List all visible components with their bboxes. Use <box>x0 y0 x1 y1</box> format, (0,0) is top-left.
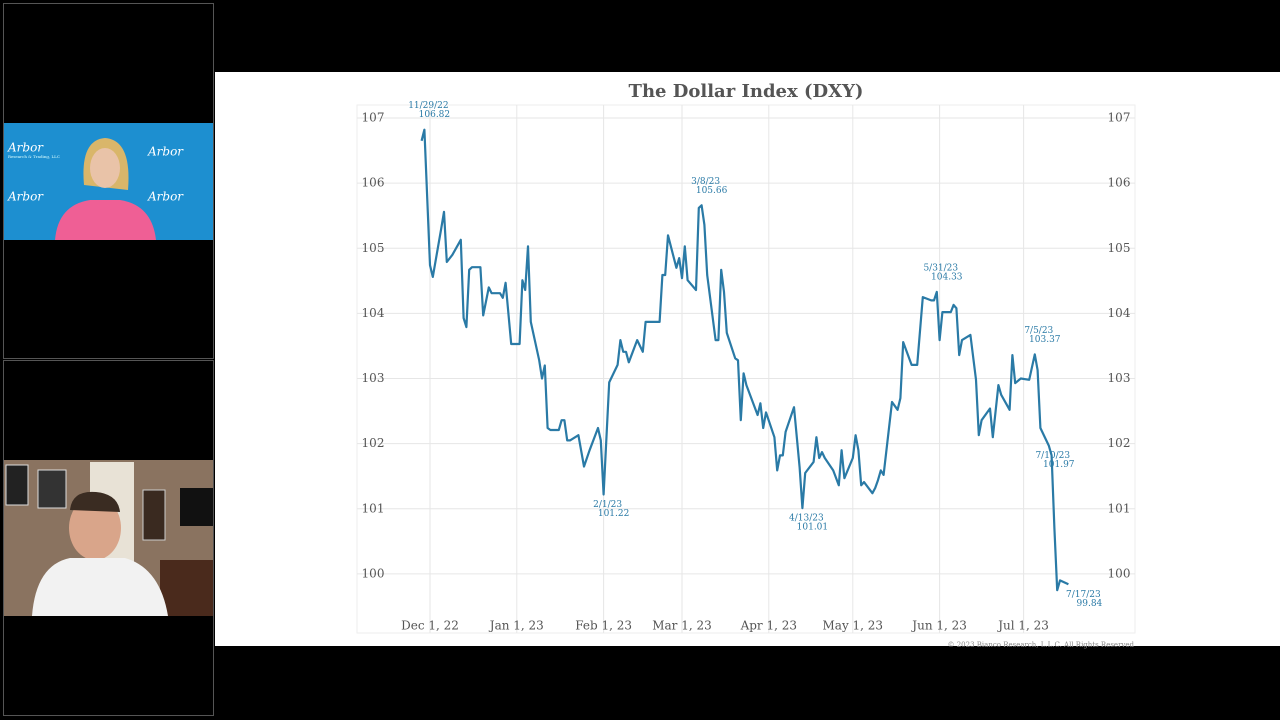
y-tick-label: 107 <box>362 111 385 125</box>
frame <box>142 489 166 541</box>
y2-tick-label: 105 <box>1108 241 1131 255</box>
y-tick-label: 104 <box>362 306 385 320</box>
x-tick-label: Mar 1, 23 <box>652 619 712 633</box>
frame <box>37 469 67 509</box>
y-tick-label: 102 <box>362 436 385 450</box>
x-tick-label: Jan 1, 23 <box>488 619 544 633</box>
hair <box>70 491 120 512</box>
annotation-value: 99.84 <box>1077 599 1103 609</box>
x-tick-label: Jun 1, 23 <box>910 619 967 633</box>
logo-sub: Research & Trading, LLC <box>8 154 60 159</box>
y-tick-label: 100 <box>362 566 385 580</box>
x-tick-label: Feb 1, 23 <box>575 619 632 633</box>
x-tick-label: Apr 1, 23 <box>740 619 797 633</box>
annotation-date: 4/13/23 <box>789 514 824 524</box>
face <box>69 496 121 560</box>
body <box>55 200 156 240</box>
annotation-value: 101.01 <box>797 523 829 533</box>
annotation-date: 5/31/23 <box>923 263 958 273</box>
annotation-date: 7/17/23 <box>1066 590 1101 600</box>
data-line <box>420 128 1069 592</box>
video-tile-1[interactable]: Arbor Research & Trading, LLC Arbor Arbo… <box>4 123 213 240</box>
y-tick-label: 101 <box>362 501 385 515</box>
annotation-value: 105.66 <box>696 186 728 196</box>
y2-tick-label: 100 <box>1108 566 1131 580</box>
annotation-date: 7/5/23 <box>1024 326 1053 336</box>
y2-tick-label: 107 <box>1108 111 1131 125</box>
logo: Arbor <box>7 141 44 155</box>
annotation-date: 11/29/22 <box>408 101 448 111</box>
y-tick-label: 105 <box>362 241 385 255</box>
annotation-date: 2/1/23 <box>593 500 622 510</box>
annotation-value: 101.22 <box>598 509 630 519</box>
plot-frame <box>356 104 1136 634</box>
video-tile-2[interactable] <box>4 460 213 616</box>
frame <box>5 464 29 506</box>
copyright: © 2023 Bianco Research, L.L.C. All Right… <box>948 641 1135 649</box>
y-tick-label: 106 <box>362 176 385 190</box>
annotation-value: 101.97 <box>1043 460 1075 470</box>
annotation-value: 104.33 <box>931 272 963 282</box>
y2-tick-label: 104 <box>1108 306 1131 320</box>
logo: Arbor <box>7 190 44 204</box>
y2-tick-label: 103 <box>1108 371 1131 385</box>
desk <box>160 560 213 616</box>
annotation-date: 7/10/23 <box>1035 451 1070 461</box>
annotation-value: 106.82 <box>419 110 451 120</box>
monitor <box>180 488 213 526</box>
tile-frame <box>3 3 214 359</box>
shirt <box>32 558 168 616</box>
slide <box>215 72 1280 646</box>
y2-tick-label: 102 <box>1108 436 1131 450</box>
annotation-value: 103.37 <box>1029 335 1061 345</box>
tile-frame <box>3 360 214 716</box>
face <box>90 148 120 188</box>
logo: Arbor <box>147 145 184 159</box>
y2-tick-label: 106 <box>1108 176 1131 190</box>
x-tick-label: Dec 1, 22 <box>401 619 459 633</box>
x-tick-label: Jul 1, 23 <box>996 619 1049 633</box>
y-tick-label: 103 <box>362 371 385 385</box>
annotation-date: 3/8/23 <box>691 177 720 187</box>
logo: Arbor <box>147 190 184 204</box>
y2-tick-label: 101 <box>1108 501 1131 515</box>
chart-title: The Dollar Index (DXY) <box>629 81 864 102</box>
x-tick-label: May 1, 23 <box>823 619 884 633</box>
